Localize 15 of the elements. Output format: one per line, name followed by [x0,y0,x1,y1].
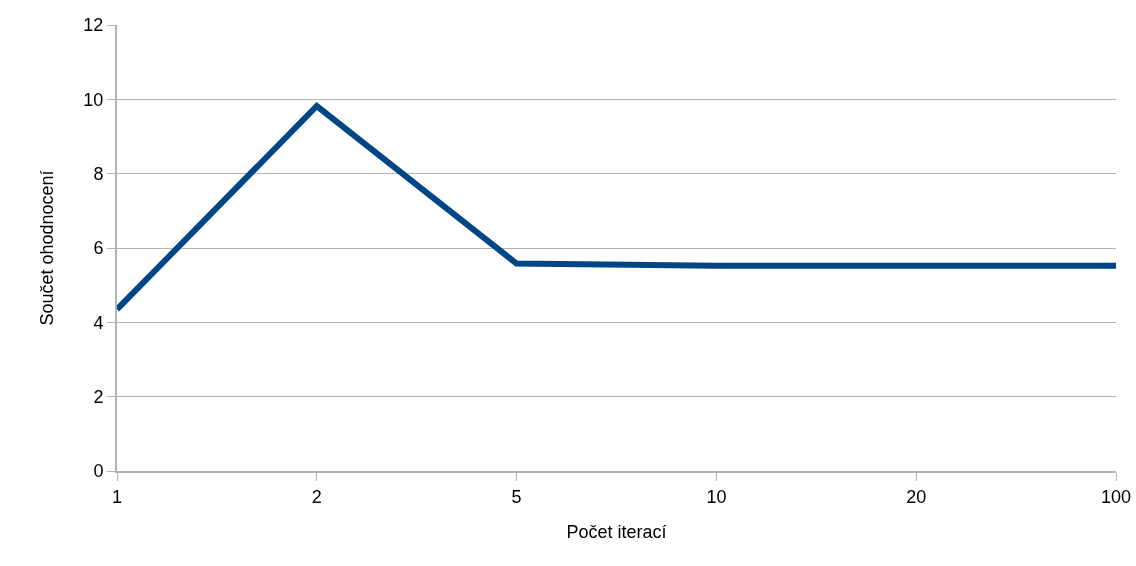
y-axis-title: Součet ohodnocení [37,170,58,326]
y-tick-label: 6 [93,238,104,259]
y-tick-label: 12 [83,15,104,36]
y-tick-label: 8 [93,163,104,184]
y-tick-label: 2 [93,386,104,407]
x-tick-label: 20 [906,486,927,507]
x-axis-title: Počet iterací [566,522,667,543]
x-tick-label: 2 [311,486,322,507]
x-tick-label: 100 [1100,486,1132,507]
y-tick-label: 0 [93,461,104,482]
x-tick-label: 1 [111,486,123,507]
y-tick-label: 10 [83,89,104,110]
x-tick-label: 5 [511,486,522,507]
y-tick-label: 4 [93,312,104,333]
x-tick-label: 10 [706,486,727,507]
